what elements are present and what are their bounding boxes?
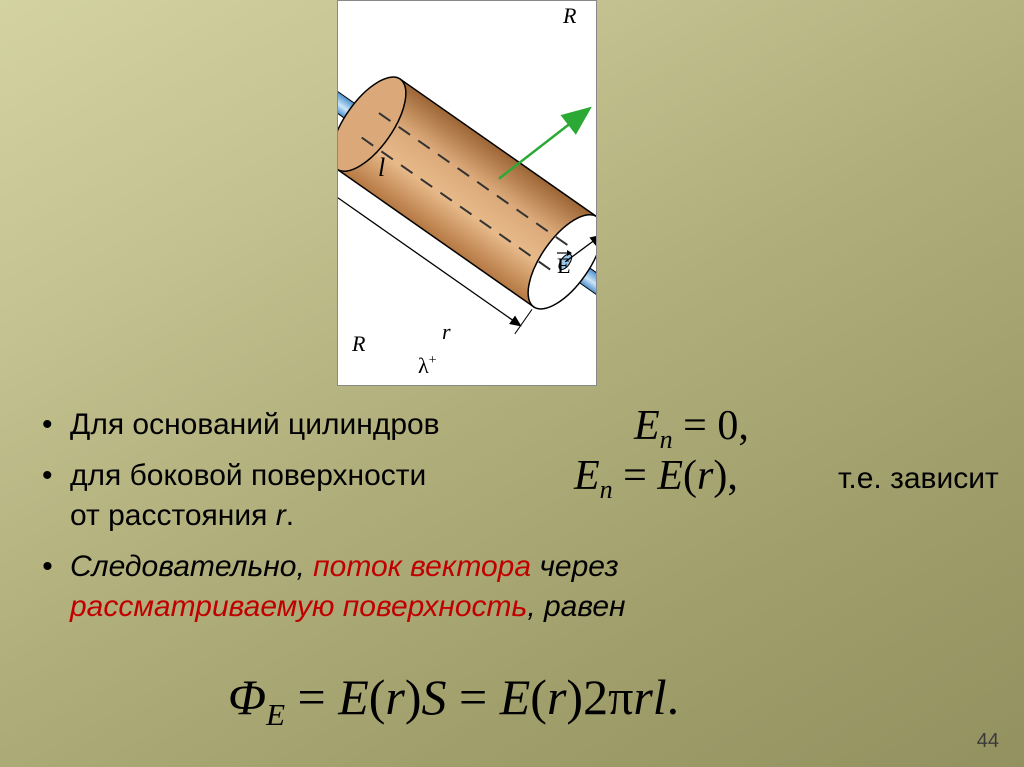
label-r: r bbox=[442, 319, 451, 344]
equation-flux: ΦE = E(r)S = E(r)2πrl. bbox=[228, 668, 679, 726]
bullet-2-text: для боковой поверхности bbox=[70, 459, 426, 492]
bullet-3-mid: через bbox=[531, 550, 619, 583]
bullet-2-line2: от расстояния bbox=[70, 499, 276, 532]
bullet-1: Для оснований цилиндров bbox=[42, 405, 982, 446]
cylinder-diagram: R R l r λ+ E bbox=[337, 0, 597, 386]
bullet-3-red1: поток вектора bbox=[313, 550, 531, 583]
bullet-3: Следовательно, поток вектора через рассм… bbox=[42, 547, 982, 628]
bullet-list: Для оснований цилиндров для боковой пове… bbox=[42, 405, 982, 638]
bullet-2-var-r: r bbox=[276, 499, 286, 532]
bullet-2: для боковой поверхности от расстояния r. bbox=[42, 456, 982, 537]
label-R-bottom: R bbox=[351, 331, 366, 356]
label-R-top: R bbox=[562, 3, 577, 28]
bullet-3-suffix: , равен bbox=[527, 590, 625, 623]
bullet-3-red2: рассматриваемую поверхность bbox=[70, 590, 527, 623]
bullet-1-text: Для оснований цилиндров bbox=[70, 408, 440, 441]
label-l: l bbox=[378, 153, 385, 182]
bullet-3-prefix: Следовательно, bbox=[70, 550, 313, 583]
label-lambda: λ+ bbox=[418, 353, 437, 378]
page-number: 44 bbox=[977, 730, 999, 753]
label-E: E bbox=[557, 253, 570, 278]
